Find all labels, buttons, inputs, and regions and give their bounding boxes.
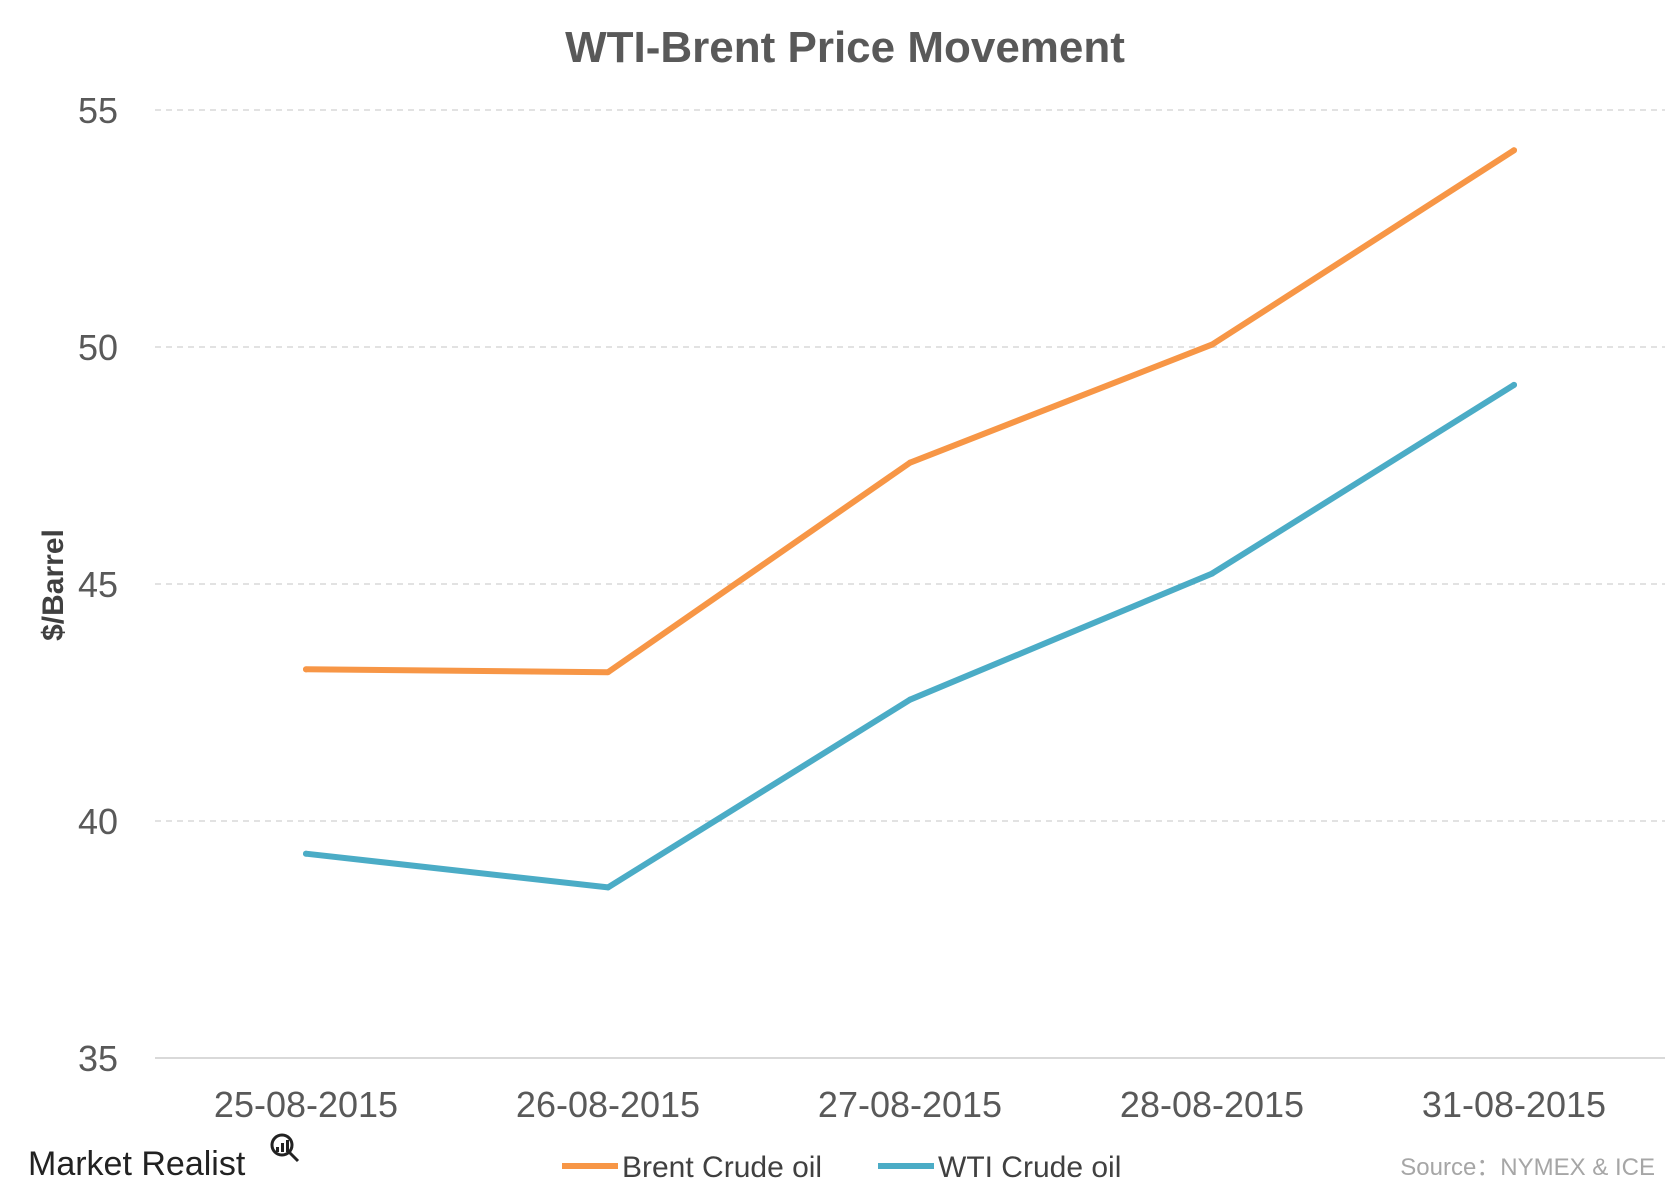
series-line-brent <box>303 147 1517 676</box>
legend: Brent Crude oil WTI Crude oil <box>562 1151 1121 1184</box>
market-realist-logo: Market Realist <box>28 1133 300 1183</box>
data-point <box>1511 381 1517 388</box>
data-point <box>907 696 913 703</box>
y-tick-label: 40 <box>78 801 118 842</box>
y-axis-label: $/Barrel <box>37 529 70 641</box>
y-tick-label: 55 <box>78 90 118 131</box>
brand-name: Market Realist <box>28 1145 246 1183</box>
x-tick-label: 25-08-2015 <box>214 1084 398 1125</box>
y-tick-labels: 35 40 45 50 55 <box>78 90 118 1079</box>
x-tick-label: 26-08-2015 <box>516 1084 700 1125</box>
data-point <box>1209 341 1215 348</box>
y-tick-label: 50 <box>78 327 118 368</box>
x-tick-labels: 25-08-2015 26-08-2015 27-08-2015 28-08-2015… <box>214 1084 1606 1125</box>
y-tick-label: 35 <box>78 1038 118 1079</box>
data-point <box>303 666 309 673</box>
data-point <box>1209 570 1215 577</box>
data-point <box>605 884 611 891</box>
magnifier-chart-icon <box>270 1133 300 1163</box>
legend-label: WTI Crude oil <box>938 1151 1121 1184</box>
y-tick-label: 45 <box>78 564 118 605</box>
data-point <box>605 669 611 676</box>
series-lines <box>303 147 1517 891</box>
data-point <box>907 459 913 466</box>
grid <box>155 109 1665 1059</box>
legend-label: Brent Crude oil <box>622 1151 822 1184</box>
x-tick-label: 28-08-2015 <box>1120 1084 1304 1125</box>
x-tick-label: 31-08-2015 <box>1422 1084 1606 1125</box>
source-note: Source：NYMEX & ICE <box>1400 1154 1655 1181</box>
data-point <box>303 850 309 857</box>
x-tick-label: 27-08-2015 <box>818 1084 1002 1125</box>
data-point <box>1511 147 1517 154</box>
chart-title: WTI-Brent Price Movement <box>565 23 1125 72</box>
